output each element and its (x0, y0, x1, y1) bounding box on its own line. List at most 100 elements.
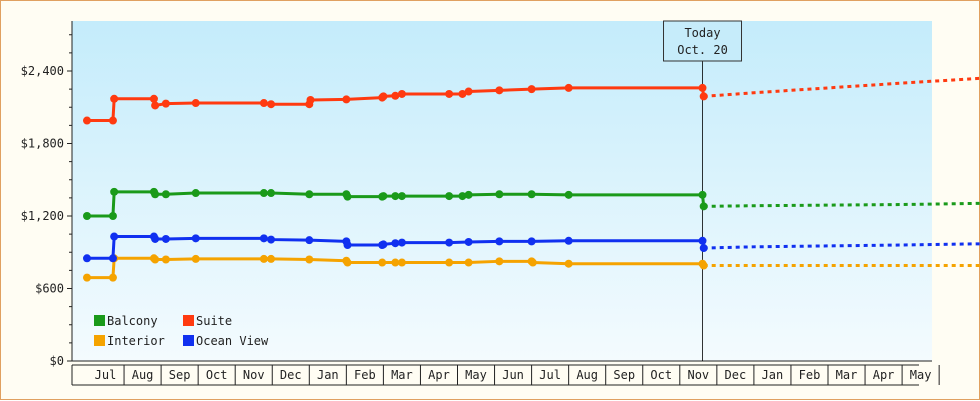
data-point[interactable] (564, 236, 573, 245)
data-point[interactable] (267, 100, 276, 109)
data-point[interactable] (151, 101, 160, 110)
data-point[interactable] (495, 190, 504, 199)
data-point[interactable] (161, 255, 170, 264)
month-label: Aug (132, 368, 154, 382)
data-point[interactable] (464, 258, 473, 267)
data-point[interactable] (267, 235, 276, 244)
data-point[interactable] (378, 258, 387, 267)
legend-label-balcony: Balcony (107, 314, 158, 328)
data-point[interactable] (259, 254, 268, 263)
data-point[interactable] (161, 99, 170, 108)
legend-label-ocean-view: Ocean View (196, 334, 269, 348)
today-label: Today (684, 26, 720, 40)
data-point[interactable] (527, 237, 536, 246)
data-point[interactable] (108, 116, 117, 125)
data-point[interactable] (259, 99, 268, 108)
data-point[interactable] (161, 234, 170, 243)
series-interior (83, 254, 980, 282)
forecast-line-ocean-view (703, 242, 980, 250)
data-point[interactable] (445, 238, 454, 247)
legend-swatch-balcony (94, 315, 105, 326)
data-point[interactable] (305, 236, 314, 245)
data-point[interactable] (699, 202, 708, 211)
data-point[interactable] (391, 239, 400, 248)
data-point[interactable] (458, 89, 467, 98)
data-point[interactable] (699, 261, 708, 270)
data-point[interactable] (305, 255, 314, 264)
data-point[interactable] (699, 244, 708, 253)
data-point[interactable] (306, 96, 315, 104)
data-point[interactable] (110, 232, 119, 241)
data-point[interactable] (527, 190, 536, 199)
data-point[interactable] (458, 192, 467, 201)
data-point[interactable] (83, 273, 91, 282)
data-point[interactable] (397, 258, 406, 267)
data-point[interactable] (495, 257, 504, 266)
data-point[interactable] (267, 189, 276, 198)
data-point[interactable] (108, 273, 117, 282)
data-point[interactable] (110, 94, 119, 103)
month-label: Aug (576, 368, 598, 382)
data-point[interactable] (191, 254, 200, 263)
data-point[interactable] (397, 89, 406, 98)
data-point[interactable] (83, 116, 91, 125)
data-point[interactable] (528, 258, 537, 267)
data-point[interactable] (108, 254, 117, 263)
month-label: Feb (354, 368, 376, 382)
data-point[interactable] (108, 212, 117, 220)
data-point[interactable] (151, 190, 160, 199)
data-point[interactable] (698, 83, 707, 92)
data-point[interactable] (464, 190, 473, 199)
data-point[interactable] (464, 87, 473, 96)
data-point[interactable] (445, 192, 454, 201)
data-point[interactable] (267, 254, 276, 263)
month-label: May (465, 368, 487, 382)
data-point[interactable] (445, 258, 454, 267)
month-label: Nov (243, 368, 265, 382)
data-point[interactable] (110, 187, 119, 196)
data-point[interactable] (83, 212, 91, 220)
data-point[interactable] (391, 192, 400, 201)
data-point[interactable] (343, 192, 352, 201)
data-point[interactable] (564, 83, 573, 92)
data-point[interactable] (149, 94, 158, 103)
data-point[interactable] (343, 241, 352, 249)
data-point[interactable] (564, 259, 573, 268)
data-point[interactable] (379, 92, 388, 101)
month-label: Sep (169, 368, 191, 382)
data-point[interactable] (564, 190, 573, 199)
data-point[interactable] (527, 85, 536, 94)
data-point[interactable] (397, 192, 406, 201)
data-point[interactable] (391, 91, 400, 100)
data-point[interactable] (379, 240, 388, 249)
data-point[interactable] (191, 99, 200, 108)
data-point[interactable] (151, 234, 160, 243)
data-point[interactable] (464, 237, 473, 246)
data-point[interactable] (161, 190, 170, 199)
data-point[interactable] (379, 192, 388, 201)
data-point[interactable] (191, 234, 200, 243)
today-date: Oct. 20 (677, 43, 728, 57)
legend-swatch-ocean-view (183, 335, 194, 346)
data-point[interactable] (698, 236, 707, 245)
data-point[interactable] (259, 234, 268, 243)
forecast-line-suite (703, 76, 980, 98)
data-point[interactable] (495, 86, 504, 95)
data-point[interactable] (191, 189, 200, 198)
data-point[interactable] (305, 190, 314, 199)
data-point[interactable] (397, 238, 406, 247)
data-point[interactable] (342, 95, 351, 104)
data-point[interactable] (343, 258, 352, 267)
data-point[interactable] (445, 89, 454, 98)
data-point[interactable] (698, 190, 707, 199)
data-point[interactable] (151, 255, 160, 264)
data-point[interactable] (259, 189, 268, 198)
data-point[interactable] (391, 258, 400, 267)
data-point[interactable] (495, 237, 504, 246)
month-label: Mar (836, 368, 858, 382)
data-point[interactable] (699, 92, 708, 101)
data-point[interactable] (83, 254, 91, 263)
legend-label-suite: Suite (196, 314, 232, 328)
